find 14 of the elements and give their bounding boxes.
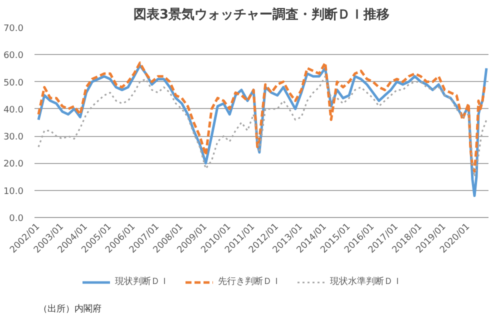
legend-label: 現状判断ＤＩ: [115, 276, 169, 288]
y-tick-label: 0.0: [9, 214, 24, 224]
y-tick-label: 60.0: [3, 51, 24, 62]
text: （出所）内閣府: [38, 304, 102, 314]
legend-label: 先行き判断ＤＩ: [218, 276, 281, 288]
y-tick-label: 70.0: [3, 24, 24, 34]
y-tick-label: 50.0: [3, 78, 24, 88]
chart-title: 図表3景気ウォッチャー調査・判断ＤＩ推移: [133, 6, 390, 22]
legend-label: 現状水準判断ＤＩ: [330, 276, 402, 288]
y-tick-label: 10.0: [3, 186, 24, 197]
y-tick-label: 40.0: [3, 105, 24, 116]
y-tick-label: 30.0: [3, 132, 24, 143]
line-series: [37, 62, 488, 173]
y-tick-label: 20.0: [3, 160, 24, 170]
